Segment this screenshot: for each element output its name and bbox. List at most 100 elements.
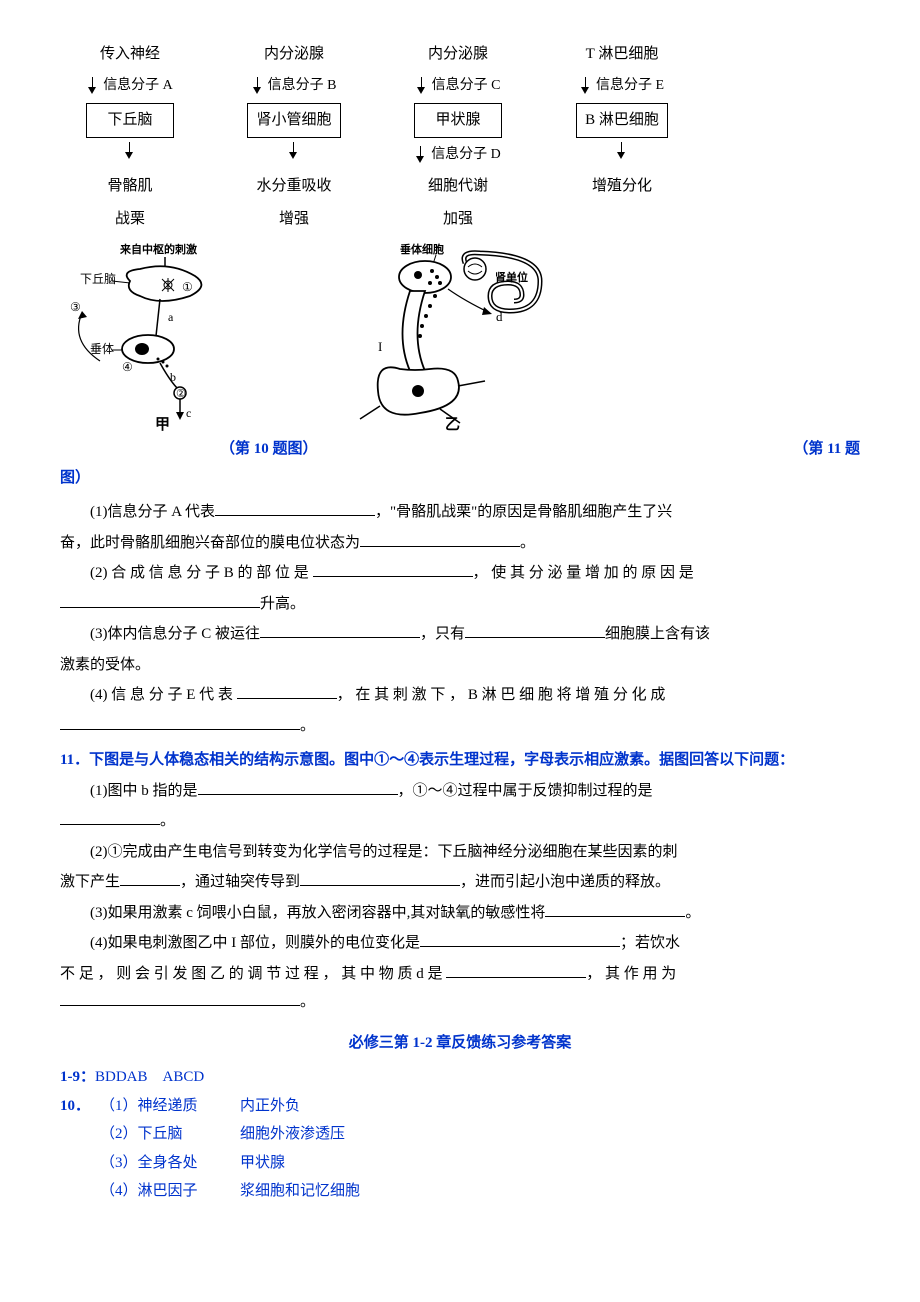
box: 下丘脑 <box>86 103 174 138</box>
caption-q11a: （第 11 题 <box>793 435 860 464</box>
msg: 信息分子 B <box>268 73 337 100</box>
blank <box>60 592 260 608</box>
blank <box>120 870 180 886</box>
text: 。 <box>160 813 175 829</box>
blank <box>420 931 620 947</box>
ans-label: 1-9： <box>60 1069 95 1085</box>
arrow-down-icon <box>252 77 264 95</box>
result: 增强 <box>279 205 309 234</box>
result: 战栗 <box>115 205 145 234</box>
text: ，进而引起小泡中递质的释放。 <box>460 874 670 890</box>
text: 激素的受体。 <box>60 657 150 673</box>
answers-block: 1-9：BDDAB ABCD 10．（1）神经递质内正外负 （2）下丘脑细胞外液… <box>60 1063 860 1206</box>
question-11: (1)图中 b 指的是 ，①～④过程中属于反馈抑制过程的是 。 (2)①完成由产生… <box>60 777 860 1017</box>
blank <box>237 683 337 699</box>
svg-text:垂体: 垂体 <box>90 342 114 356</box>
col-top: 传入神经 <box>100 40 160 69</box>
svg-text:甲: 甲 <box>155 416 170 431</box>
ans-value: 甲状腺 <box>240 1149 285 1178</box>
svg-text:下丘脑: 下丘脑 <box>80 272 116 286</box>
text: 。 <box>300 718 315 734</box>
blank <box>300 870 460 886</box>
svg-text:肾单位: 肾单位 <box>495 270 528 284</box>
text: ，①～④过程中属于反馈抑制过程的是 <box>398 783 653 799</box>
text: (4)如果电刺激图乙中 I 部位，则膜外的电位变化是 <box>90 935 420 951</box>
question-11-stem: 11．下图是与人体稳态相关的结构示意图。图中①～④表示生理过程，字母表示相应激素… <box>60 746 860 775</box>
text: (4) 信 息 分 子 E 代 表 <box>90 687 233 703</box>
svg-text:垂体细胞: 垂体细胞 <box>400 242 444 256</box>
msg: 信息分子 E <box>596 73 664 100</box>
text: ， 其 作 用 为 <box>586 966 676 982</box>
svg-text:a: a <box>168 310 174 324</box>
figure-b: 垂体细胞 肾单位 I d 乙 <box>340 241 570 431</box>
result: 加强 <box>443 205 473 234</box>
blank <box>360 531 520 547</box>
text: (1)图中 b 指的是 <box>90 783 198 799</box>
svg-text:b: b <box>170 370 176 384</box>
svg-text:来自中枢的刺激: 来自中枢的刺激 <box>119 242 197 256</box>
arrow-down-icon <box>415 146 427 164</box>
msg: 信息分子 D <box>431 142 501 169</box>
ans-sub: （2）下丘脑 <box>100 1120 240 1149</box>
ans-sub: （4）淋巴因子 <box>100 1177 240 1206</box>
text: 。 <box>300 994 315 1010</box>
box: 肾小管细胞 <box>247 103 340 138</box>
question-10: (1)信息分子 A 代表，"骨骼肌战栗"的原因是骨骼肌细胞产生了兴 奋，此时骨骼… <box>60 498 860 740</box>
text: ，通过轴突传导到 <box>180 874 300 890</box>
answers-title: 必修三第 1-2 章反馈练习参考答案 <box>60 1029 860 1058</box>
svg-text:I: I <box>378 339 382 354</box>
box: B 淋巴细胞 <box>576 103 668 138</box>
text: (3)体内信息分子 C 被运往 <box>90 626 260 642</box>
text: ， 使 其 分 泌 量 增 加 的 原 因 是 <box>473 565 694 581</box>
text: (2) 合 成 信 息 分 子 B 的 部 位 是 <box>90 565 309 581</box>
result: 骨骼肌 <box>107 172 152 201</box>
text: 激下产生 <box>60 874 120 890</box>
text: 。 <box>685 905 700 921</box>
text: (3)如果用激素 c 饲喂小白鼠，再放入密闭容器中,其对缺氧的敏感性将 <box>90 905 545 921</box>
col-top: T 淋巴细胞 <box>586 40 659 69</box>
blank <box>60 809 160 825</box>
arrow-down-icon <box>580 77 592 95</box>
blank <box>198 779 398 795</box>
caption-q10: （第 10 题图） <box>220 435 318 464</box>
text: 不 足 ， 则 会 引 发 图 乙 的 调 节 过 程 ， 其 中 物 质 d … <box>60 966 443 982</box>
msg: 信息分子 A <box>103 73 173 100</box>
blank <box>260 622 420 638</box>
result: 细胞代谢 <box>428 172 488 201</box>
blank <box>60 714 300 730</box>
arrow-down-icon <box>616 142 628 160</box>
text: ；若饮水 <box>620 935 680 951</box>
blank <box>465 622 605 638</box>
arrow-down-icon <box>288 142 300 160</box>
text: 。 <box>520 535 535 551</box>
arrow-down-icon <box>124 142 136 160</box>
blank <box>545 901 685 917</box>
caption-q11b: 图） <box>60 464 860 493</box>
ans-sub: （3）全身各处 <box>100 1149 240 1178</box>
text: ， 在 其 刺 激 下 ， B 淋 巴 细 胞 将 增 殖 分 化 成 <box>337 687 666 703</box>
col-top: 内分泌腺 <box>428 40 488 69</box>
col-top: 内分泌腺 <box>264 40 324 69</box>
svg-text:③: ③ <box>70 300 81 314</box>
svg-text:d: d <box>496 309 503 324</box>
text: 升高。 <box>260 596 305 612</box>
svg-text:①: ① <box>182 280 193 294</box>
text: 奋，此时骨骼肌细胞兴奋部位的膜电位状态为 <box>60 535 360 551</box>
text: 细胞膜上含有该 <box>605 626 710 642</box>
svg-text:c: c <box>186 406 191 420</box>
msg: 信息分子 C <box>432 73 501 100</box>
text: ，只有 <box>420 626 465 642</box>
result: 水分重吸收 <box>256 172 331 201</box>
blank <box>60 990 300 1006</box>
ans-value: 细胞外液渗透压 <box>240 1120 345 1149</box>
blank <box>215 500 375 516</box>
figure-a: 来自中枢的刺激 下丘脑 ① a ③ 垂体 ④ ② b <box>60 241 260 431</box>
ans-value: 浆细胞和记忆细胞 <box>240 1177 360 1206</box>
blank <box>446 962 586 978</box>
text: (2)①完成由产生电信号到转变为化学信号的过程是：下丘脑神经分泌细胞在某些因素的… <box>90 844 678 860</box>
ans-value: BDDAB ABCD <box>95 1069 204 1085</box>
svg-text:乙: 乙 <box>445 417 460 431</box>
arrow-down-icon <box>416 77 428 95</box>
text: ，"骨骼肌战栗"的原因是骨骼肌细胞产生了兴 <box>375 504 672 520</box>
arrow-down-icon <box>87 77 99 95</box>
